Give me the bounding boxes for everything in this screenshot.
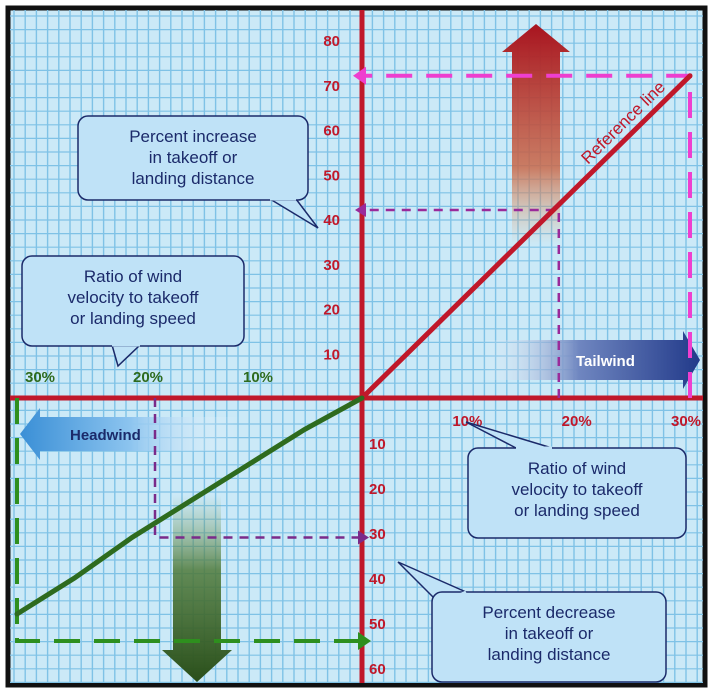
callout-increase-box (77, 115, 309, 201)
callout-ratio-right-line-2: velocity to takeoff (511, 480, 642, 499)
guide-arrowhead-3 (358, 530, 369, 545)
callout-ratio-left-line-1: Ratio of wind (84, 267, 182, 286)
callout-decrease: Percent decrease in takeoff or landing dis… (397, 561, 667, 683)
x-tick-right-2: 30% (671, 413, 701, 430)
y-tick-down-20: 20 (369, 481, 386, 498)
increase-arrow (502, 24, 570, 245)
x-tick-left-2: 10% (243, 369, 273, 386)
headwind-arrow (20, 408, 240, 460)
callout-decrease-box (431, 591, 667, 683)
y-tick-up-70: 70 (323, 78, 340, 95)
x-tick-left-1: 20% (133, 369, 163, 386)
y-tick-down-40: 40 (369, 571, 386, 588)
y-tick-down-30: 30 (369, 526, 386, 543)
y-tick-down-10: 10 (369, 436, 386, 453)
chart-frame (5, 5, 708, 688)
callout-increase-line-2: in takeoff or (149, 148, 238, 167)
callout-ratio-left-line-2: velocity to takeoff (67, 288, 198, 307)
y-tick-up-40: 40 (323, 212, 340, 229)
callout-decrease-line-3: landing distance (488, 645, 611, 664)
guide-line-4 (15, 398, 362, 643)
callout-ratio-right-line-3: or landing speed (514, 501, 640, 520)
x-tick-right-1: 20% (562, 413, 592, 430)
callout-increase: Percent increase in takeoff or landing dis… (77, 115, 319, 229)
callout-ratio-left: Ratio of wind velocity to takeoff or landi… (21, 255, 245, 368)
y-tick-up-10: 10 (323, 346, 340, 363)
y-tick-up-30: 30 (323, 257, 340, 274)
guide-arrowhead-2 (353, 66, 366, 85)
callout-ratio-right: Ratio of wind velocity to takeoff or landi… (465, 421, 687, 539)
callout-ratio-right-line-1: Ratio of wind (528, 459, 626, 478)
callout-increase-line-3: landing distance (132, 169, 255, 188)
callout-increase-line-1: Percent increase (129, 127, 257, 146)
y-tick-up-20: 20 (323, 302, 340, 319)
callout-decrease-join (439, 590, 467, 606)
callout-ratio-left-line-3: or landing speed (70, 309, 196, 328)
guide-arrowhead-4 (358, 632, 371, 650)
y-tick-up-80: 80 (323, 33, 340, 50)
guide-arrowhead-1 (355, 203, 366, 218)
y-tick-down-60: 60 (369, 661, 386, 678)
y-tick-up-60: 60 (323, 123, 340, 140)
headwind-label: Headwind (70, 427, 141, 444)
decrease-arrow (162, 495, 232, 682)
callout-decrease-line-1: Percent decrease (482, 603, 615, 622)
y-tick-up-50: 50 (323, 167, 340, 184)
x-tick-left-0: 30% (25, 369, 55, 386)
series-line-2 (14, 395, 365, 617)
callout-ratio-right-box (467, 447, 687, 539)
y-tick-down-50: 50 (369, 616, 386, 633)
tailwind-label: Tailwind (576, 353, 635, 370)
series-line-1 (359, 73, 693, 401)
tailwind-arrow (480, 331, 700, 389)
guide-line-3 (153, 398, 362, 539)
callout-decrease-line-2: in takeoff or (505, 624, 594, 643)
